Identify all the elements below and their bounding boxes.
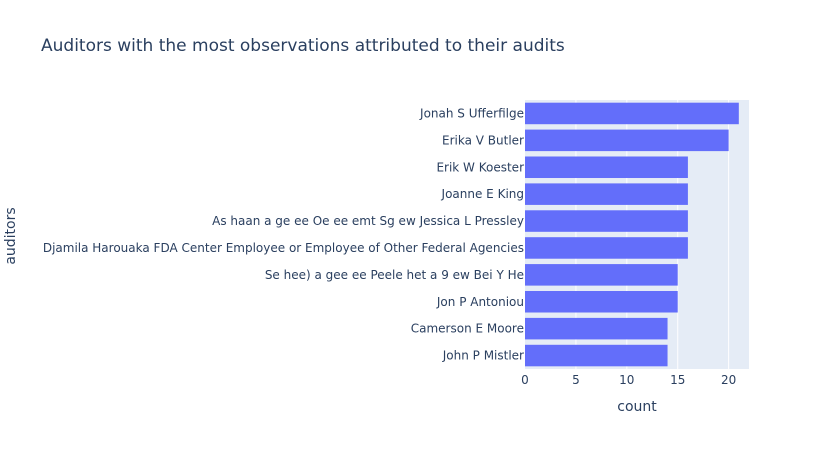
bar — [525, 102, 739, 125]
y-tick-label: Se hee) a gee ee Peele het a 9 ew Bei Y … — [265, 268, 524, 282]
chart-title: Auditors with the most observations attr… — [41, 36, 565, 56]
y-tick-label: Jonah S Ufferfilge — [419, 106, 524, 120]
x-tick-label: 0 — [521, 373, 529, 387]
y-tick-label: Erik W Koester — [436, 160, 524, 174]
bar — [525, 290, 678, 313]
x-tick-label: 20 — [721, 373, 736, 387]
y-tick-label: Erika V Butler — [442, 133, 524, 147]
bars — [525, 102, 739, 367]
x-tick-label: 10 — [619, 373, 634, 387]
y-tick-labels: Jonah S Ufferfilge Erika V Butler Erik W K… — [43, 106, 524, 362]
y-tick-label: Camerson E Moore — [411, 322, 524, 336]
bar — [525, 156, 688, 179]
y-axis-title: auditors — [3, 207, 19, 264]
x-axis-title: count — [617, 399, 657, 415]
bar — [525, 129, 729, 152]
y-tick-label: Jon P Antoniou — [436, 295, 524, 309]
y-tick-label: Joanne E King — [441, 187, 524, 201]
y-tick-label: John P Mistler — [442, 349, 524, 363]
y-tick-label: As haan a ge ee Oe ee emt Sg ew Jessica … — [212, 214, 524, 228]
bar — [525, 210, 688, 232]
bar — [525, 264, 678, 286]
y-tick-label: Djamila Harouaka FDA Center Employee or … — [43, 241, 524, 255]
bar — [525, 237, 688, 259]
bar — [525, 183, 688, 205]
bar — [525, 317, 668, 340]
bar — [525, 344, 668, 367]
x-tick-labels: 0 5 10 15 20 — [521, 373, 736, 387]
x-tick-label: 5 — [572, 373, 580, 387]
x-tick-label: 15 — [670, 373, 685, 387]
